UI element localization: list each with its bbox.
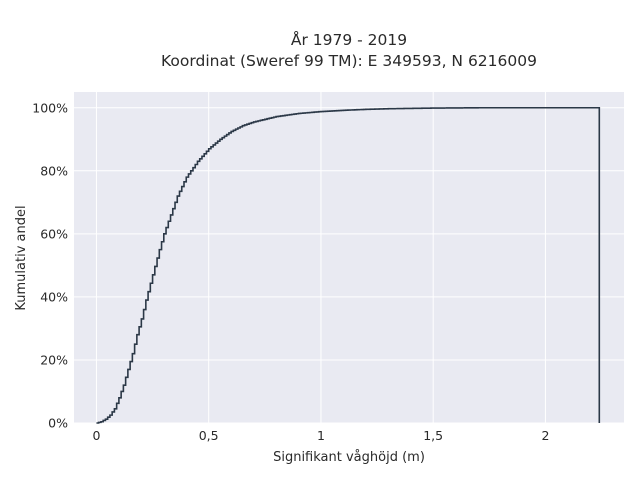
x-axis-title: Signifikant våghöjd (m) xyxy=(273,450,425,465)
axis-ticks: 0 0,5 1 1,5 20%20%40%60%80%100% xyxy=(32,100,549,443)
x-tick-label: 0 xyxy=(92,428,100,443)
x-tick-label: 1 xyxy=(317,428,325,443)
y-tick-label: 20% xyxy=(40,352,68,367)
chart-title-line-2: Koordinat (Sweref 99 TM): E 349593, N 62… xyxy=(161,52,537,70)
x-tick-label: 2 xyxy=(541,428,549,443)
x-tick-label: 0,5 xyxy=(199,428,219,443)
y-tick-label: 60% xyxy=(40,226,68,241)
chart-title-line-1: År 1979 - 2019 xyxy=(291,30,407,49)
x-tick-label: 1,5 xyxy=(423,428,443,443)
y-axis-title: Kumulativ andel xyxy=(14,205,29,310)
y-tick-label: 100% xyxy=(32,100,68,115)
y-tick-label: 40% xyxy=(40,289,68,304)
cdf-step-line xyxy=(96,106,601,424)
y-tick-label: 80% xyxy=(40,163,68,178)
plot-area xyxy=(74,92,624,423)
y-tick-label: 0% xyxy=(48,416,68,431)
